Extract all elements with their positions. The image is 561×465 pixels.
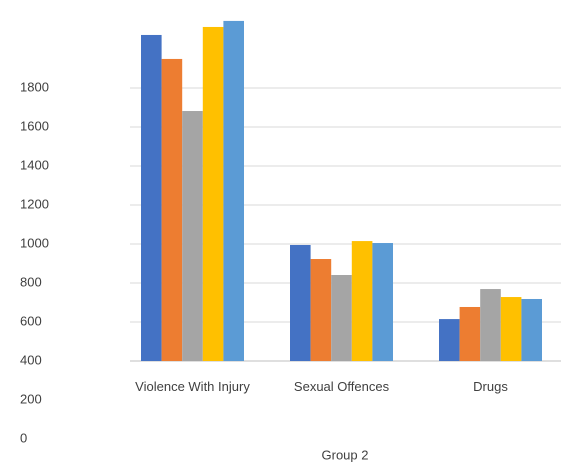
y-tick-label: 1600	[20, 118, 49, 133]
bar	[161, 58, 183, 361]
y-tick-label: 0	[20, 430, 27, 445]
y-tick-label: 200	[20, 391, 42, 406]
y-tick-label: 1400	[20, 157, 49, 172]
bar	[202, 26, 224, 362]
bar	[182, 111, 203, 361]
bar	[372, 243, 393, 361]
y-tick-label: 400	[20, 352, 42, 367]
bar	[223, 20, 244, 361]
bar	[500, 297, 522, 361]
y-tick-label: 800	[20, 274, 42, 289]
y-tick-label: 1000	[20, 235, 49, 250]
x-tick-label: Violence With Injury	[135, 379, 250, 394]
x-tick-label: Drugs	[473, 379, 508, 394]
y-tick-label: 1800	[20, 79, 49, 94]
y-tick-label: 600	[20, 313, 42, 328]
bar	[439, 319, 460, 361]
x-axis-label: Group 2	[322, 447, 369, 462]
bar	[480, 289, 501, 361]
bar	[351, 241, 373, 361]
bar	[141, 34, 162, 362]
bar	[521, 298, 542, 361]
x-tick-label: Sexual Offences	[293, 379, 390, 394]
bar	[310, 259, 332, 361]
bar	[290, 244, 311, 361]
bar	[459, 306, 481, 361]
y-tick-label: 1200	[20, 196, 49, 211]
bar	[331, 275, 352, 361]
